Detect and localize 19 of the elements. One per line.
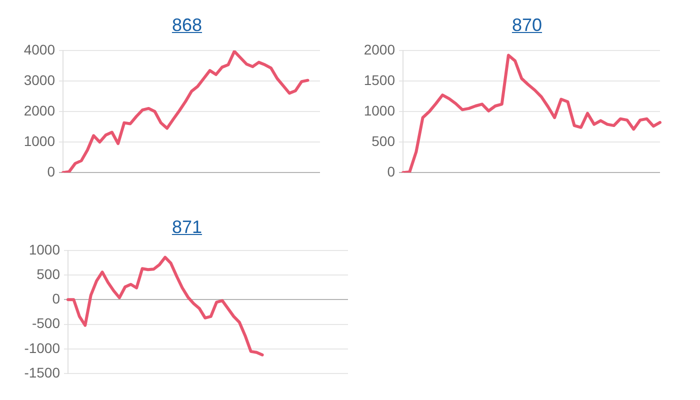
y-tick-label: 500 xyxy=(372,132,396,149)
y-tick-label: 1500 xyxy=(364,72,396,88)
y-tick-label: 1000 xyxy=(364,102,396,118)
y-tick-label: 2000 xyxy=(364,41,396,58)
chart-title: 870 xyxy=(512,15,542,35)
chart-title: 871 xyxy=(172,217,202,237)
y-tick-label: 3000 xyxy=(24,72,56,88)
y-tick-label: -1500 xyxy=(24,364,60,380)
y-tick-label: 0 xyxy=(52,290,60,307)
y-tick-label: 1000 xyxy=(24,132,56,149)
y-tick-label: 0 xyxy=(47,163,56,180)
y-tick-label: -1000 xyxy=(24,340,60,356)
y-tick-label: 500 xyxy=(36,266,60,282)
y-tick-label: 0 xyxy=(387,163,396,180)
y-tick-label: 2000 xyxy=(24,102,56,118)
chart-title: 868 xyxy=(172,15,202,35)
y-tick-label: 1000 xyxy=(28,241,60,258)
y-tick-label: 4000 xyxy=(24,41,56,58)
y-tick-label: -500 xyxy=(32,315,60,332)
